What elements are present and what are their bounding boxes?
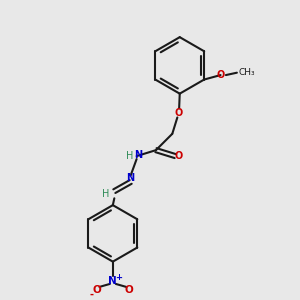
Text: N: N [134,150,142,160]
Text: O: O [216,70,225,80]
Text: O: O [125,285,134,295]
Text: +: + [115,273,122,282]
Text: O: O [174,108,182,118]
Text: N: N [127,173,135,183]
Text: CH₃: CH₃ [238,68,255,77]
Text: -: - [89,289,93,299]
Text: N: N [109,276,117,286]
Text: H: H [103,189,110,199]
Text: H: H [126,151,134,161]
Text: O: O [92,285,101,295]
Text: O: O [174,151,182,161]
